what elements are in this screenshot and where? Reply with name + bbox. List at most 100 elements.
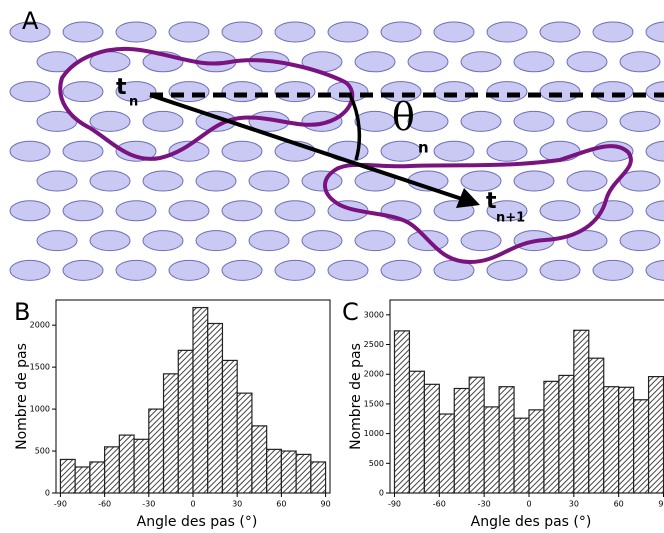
bar (207, 322, 224, 494)
obstacle (9, 140, 51, 162)
obstacle (460, 230, 502, 252)
obstacle (645, 259, 664, 281)
obstacle (566, 230, 608, 252)
bar (603, 386, 620, 494)
y-tick-label: 2000 (30, 321, 50, 330)
bar (236, 392, 253, 494)
obstacle (380, 21, 422, 43)
obstacle (566, 51, 608, 73)
y-axis-label: Nombre de pas (348, 343, 364, 450)
obstacle (433, 81, 475, 103)
x-tick-label: 30 (232, 500, 242, 509)
bar (528, 409, 545, 494)
obstacle (645, 140, 664, 162)
x-tick-label: 60 (276, 500, 286, 509)
obstacle (62, 259, 104, 281)
obstacle (195, 170, 237, 192)
y-tick-label: 0 (45, 489, 50, 498)
obstacle (9, 259, 51, 281)
obstacle (619, 51, 661, 73)
obstacle (407, 110, 449, 132)
obstacle-grid (9, 21, 664, 281)
obstacle (142, 110, 184, 132)
obstacle (619, 230, 661, 252)
trajectory-loop (323, 144, 633, 265)
obstacle (115, 81, 157, 103)
arrow-head (456, 188, 480, 208)
obstacle (9, 200, 51, 222)
obstacle (486, 21, 528, 43)
bar (74, 466, 91, 494)
time-label: t (116, 75, 127, 100)
obstacle (301, 170, 343, 192)
bar (192, 306, 209, 494)
obstacle (221, 140, 263, 162)
obstacle (645, 21, 664, 43)
bar (408, 370, 425, 494)
obstacle (645, 81, 664, 103)
bar (633, 399, 650, 494)
obstacle (248, 170, 290, 192)
y-tick-label: 2500 (364, 340, 384, 349)
y-tick-label: 0 (379, 489, 384, 498)
obstacle (115, 200, 157, 222)
obstacle (221, 21, 263, 43)
obstacle (619, 110, 661, 132)
obstacle (62, 200, 104, 222)
obstacle (354, 230, 396, 252)
obstacle (513, 110, 555, 132)
bar (573, 329, 590, 494)
bar (89, 461, 106, 494)
bar (513, 417, 530, 494)
obstacle (460, 110, 502, 132)
obstacle (380, 259, 422, 281)
x-axis-label: Angle des pas (°) (471, 514, 592, 530)
y-tick-label: 1500 (364, 399, 384, 408)
obstacle (168, 21, 210, 43)
bar (280, 450, 297, 494)
obstacle (62, 21, 104, 43)
x-tick-label: 60 (614, 500, 624, 509)
y-tick-label: 3000 (364, 310, 384, 319)
obstacle (513, 51, 555, 73)
obstacle (248, 230, 290, 252)
time-label: t (486, 189, 497, 214)
obstacle (221, 81, 263, 103)
panel-label: C (342, 298, 359, 326)
obstacle (592, 259, 634, 281)
obstacle (592, 81, 634, 103)
obstacle (115, 21, 157, 43)
obstacle (62, 81, 104, 103)
bar (295, 453, 312, 494)
obstacle (513, 170, 555, 192)
obstacle (221, 259, 263, 281)
x-tick-label: -60 (433, 500, 446, 509)
obstacle (645, 200, 664, 222)
y-tick-label: 500 (35, 447, 50, 456)
obstacle (539, 21, 581, 43)
obstacle (9, 21, 51, 43)
obstacle (115, 140, 157, 162)
obstacle (274, 81, 316, 103)
obstacle (407, 51, 449, 73)
obstacle (486, 259, 528, 281)
x-tick-label: 90 (658, 500, 664, 509)
obstacle (89, 110, 131, 132)
obstacle (566, 170, 608, 192)
obstacle (433, 21, 475, 43)
bar (588, 357, 605, 494)
bar (558, 374, 575, 494)
obstacle (301, 230, 343, 252)
obstacle (142, 230, 184, 252)
panel-label: B (14, 298, 30, 326)
obstacle (327, 259, 369, 281)
y-tick-label: 500 (369, 459, 384, 468)
angle-arc (348, 94, 362, 161)
obstacle (486, 81, 528, 103)
obstacle (460, 51, 502, 73)
x-tick-label: 0 (190, 500, 195, 509)
bar (483, 406, 500, 494)
bar (177, 349, 194, 494)
bar (647, 376, 664, 494)
x-tick-label: -90 (388, 500, 401, 509)
